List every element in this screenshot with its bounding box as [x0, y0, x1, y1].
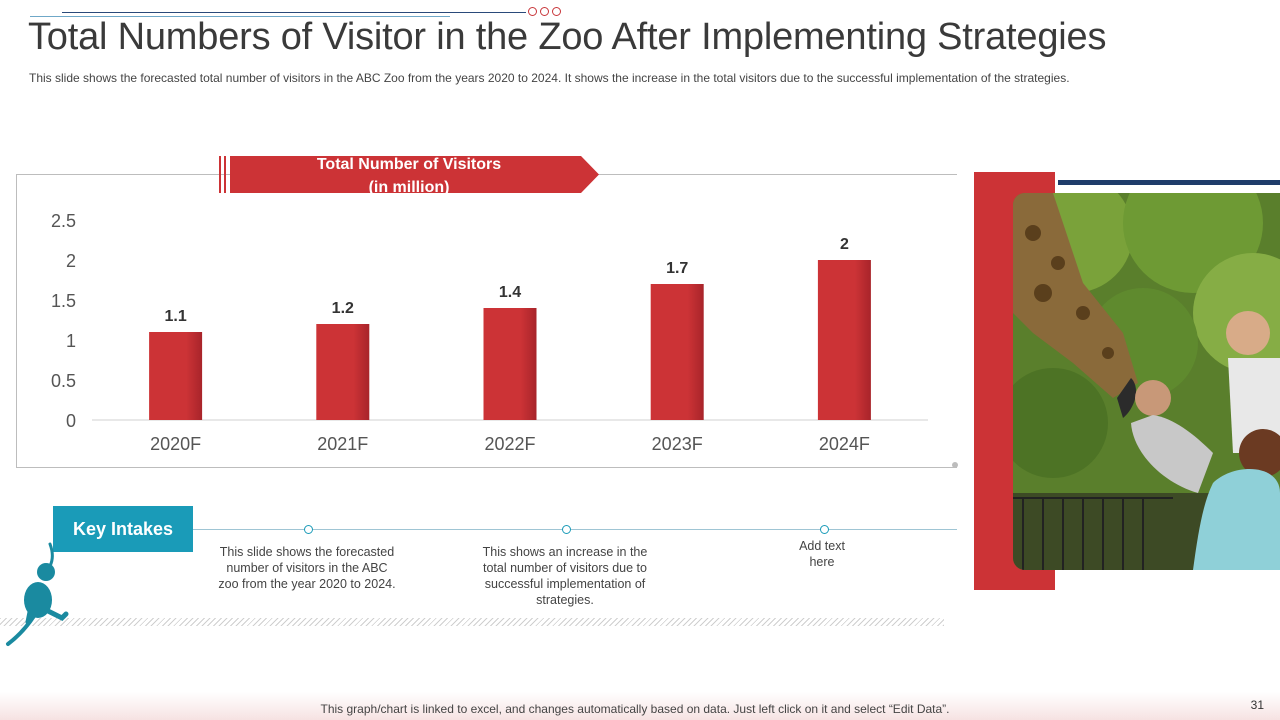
hatched-divider	[0, 618, 944, 626]
page-number: 31	[1250, 698, 1264, 712]
key-intakes-timeline	[193, 529, 957, 530]
y-tick-label: 2	[66, 251, 76, 271]
data-label-2022F: 1.4	[499, 284, 521, 301]
chart-frame-dot	[952, 462, 958, 468]
x-tick-label-2022F: 2022F	[484, 434, 535, 454]
footer-band	[0, 692, 1280, 720]
x-tick-label-2024F: 2024F	[819, 434, 870, 454]
timeline-dot-3	[820, 525, 829, 534]
data-label-2020F: 1.1	[164, 308, 186, 325]
bar-2023F[interactable]	[650, 284, 704, 420]
footer-note: This graph/chart is linked to excel, and…	[320, 702, 950, 716]
page-subtitle: This slide shows the forecasted total nu…	[29, 71, 1070, 85]
y-tick-label: 1	[66, 331, 76, 351]
x-tick-label-2021F: 2021F	[317, 434, 368, 454]
bar-2020F[interactable]	[149, 332, 203, 420]
y-tick-label: 2.5	[51, 211, 76, 231]
y-tick-label: 0	[66, 411, 76, 431]
data-label-2023F: 1.7	[666, 260, 688, 277]
zoo-giraffe-photo	[1013, 193, 1280, 570]
x-tick-label-2020F: 2020F	[150, 434, 201, 454]
monkey-icon	[6, 542, 69, 646]
timeline-dot-1	[304, 525, 313, 534]
top-decor-line-secondary	[30, 16, 450, 17]
x-tick-label-2023F: 2023F	[652, 434, 703, 454]
timeline-dot-2	[562, 525, 571, 534]
key-intake-text-2: This shows an increase in the total numb…	[482, 545, 648, 607]
visitors-bar-chart[interactable]: 0 0.5 1 1.5 2 2.5 1.1 2020F 1.2 2021F 1.4 2022F 1.7 2…	[0, 0, 960, 480]
chart-title-line1: Total Number of Visitors	[316, 156, 502, 173]
y-tick-label: 1.5	[51, 291, 76, 311]
chart-title: Total Number of Visitors (in million)	[230, 153, 598, 199]
data-label-2021F: 1.2	[332, 300, 354, 317]
page-title: Total Numbers of Visitor in the Zoo Afte…	[28, 16, 1107, 58]
top-decor-dots	[528, 7, 561, 16]
chart-title-line2: (in million)	[368, 179, 450, 196]
bar-2024F[interactable]	[817, 260, 871, 420]
y-tick-label: 0.5	[51, 371, 76, 391]
photo-frame-blue-bar	[1058, 180, 1280, 185]
chart-title-banner	[219, 156, 599, 193]
bar-2021F[interactable]	[316, 324, 370, 420]
key-intake-text-3: Add text here	[799, 539, 845, 569]
data-label-2024F: 2	[840, 236, 849, 253]
key-intake-text-1: This slide shows the forecasted number o…	[218, 545, 396, 591]
top-decor-line	[62, 12, 526, 13]
bar-2022F[interactable]	[483, 308, 537, 420]
key-intakes-label: Key Intakes	[53, 506, 193, 552]
